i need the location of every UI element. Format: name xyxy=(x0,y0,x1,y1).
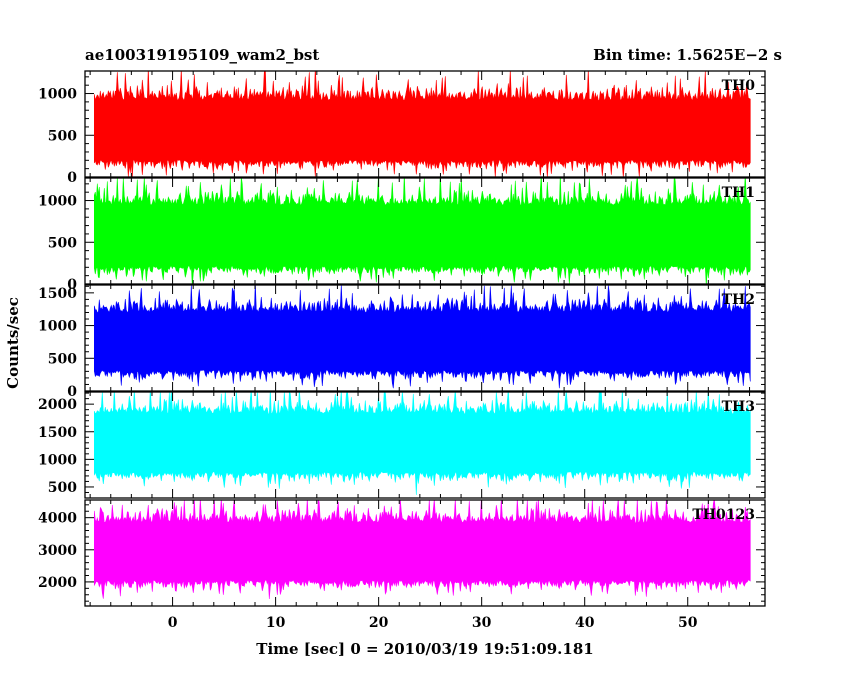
panels-group: 0 500 1000 TH0 0 500 1000 TH1 0 500 1000 1500 TH2 500… xyxy=(38,70,766,607)
series-th2 xyxy=(94,285,751,389)
x-tick-label: 20 xyxy=(369,615,389,631)
y-tick-label: 4000 xyxy=(38,511,77,527)
panel-label: TH2 xyxy=(722,292,755,308)
y-tick-label: 1500 xyxy=(38,286,77,302)
panel-frame xyxy=(84,284,766,392)
y-axis-title: Counts/sec xyxy=(4,297,22,389)
panel-th2: 0 500 1000 1500 TH2 xyxy=(38,284,766,400)
panel-label: TH3 xyxy=(722,399,755,415)
x-tick-label: 10 xyxy=(266,615,286,631)
chart-title-left: ae100319195109_wam2_bst xyxy=(85,46,319,64)
panel-frame xyxy=(84,70,766,178)
x-tick-label: 30 xyxy=(472,615,492,631)
series-th1 xyxy=(94,178,751,284)
panel-frame xyxy=(84,177,766,285)
chart-title-right: Bin time: 1.5625E−2 s xyxy=(593,46,782,64)
panel-th3: 500 1000 1500 2000 TH3 xyxy=(38,391,766,499)
y-tick-label: 1000 xyxy=(38,87,77,103)
x-axis-title: Time [sec] 0 = 2010/03/19 19:51:09.181 xyxy=(256,640,593,658)
x-tick-label: 0 xyxy=(168,615,178,631)
panel-th1: 0 500 1000 TH1 xyxy=(38,177,766,293)
y-tick-label: 500 xyxy=(48,235,77,251)
y-tick-label: 0 xyxy=(67,384,77,400)
y-tick-label: 1000 xyxy=(38,194,77,210)
panel-frame xyxy=(84,499,766,607)
panel-label: TH0 xyxy=(722,78,756,94)
panel-label: TH0123 xyxy=(692,507,755,523)
panel-th0: 0 500 1000 TH0 xyxy=(38,70,766,186)
y-tick-label: 2000 xyxy=(38,575,77,591)
y-tick-label: 1500 xyxy=(38,425,77,441)
x-tick-label: 50 xyxy=(678,615,698,631)
x-axis: 0 10 20 30 40 50 xyxy=(168,615,698,631)
y-tick-label: 3000 xyxy=(38,543,77,559)
y-tick-label: 500 xyxy=(48,128,77,144)
y-tick-label: 1000 xyxy=(38,319,77,335)
series-th0 xyxy=(94,71,751,177)
panel-label: TH1 xyxy=(722,185,755,201)
panel-th0123: 2000 3000 4000 TH0123 xyxy=(38,499,766,607)
x-tick-label: 40 xyxy=(575,615,595,631)
y-tick-label: 1000 xyxy=(38,452,77,468)
y-tick-label: 500 xyxy=(48,480,77,496)
series-th3 xyxy=(94,392,751,495)
y-tick-label: 0 xyxy=(67,170,77,186)
y-tick-label: 2000 xyxy=(38,397,77,413)
y-tick-label: 0 xyxy=(67,277,77,293)
panel-frame xyxy=(84,391,766,499)
y-tick-label: 500 xyxy=(48,351,77,367)
series-th0123 xyxy=(94,500,751,600)
